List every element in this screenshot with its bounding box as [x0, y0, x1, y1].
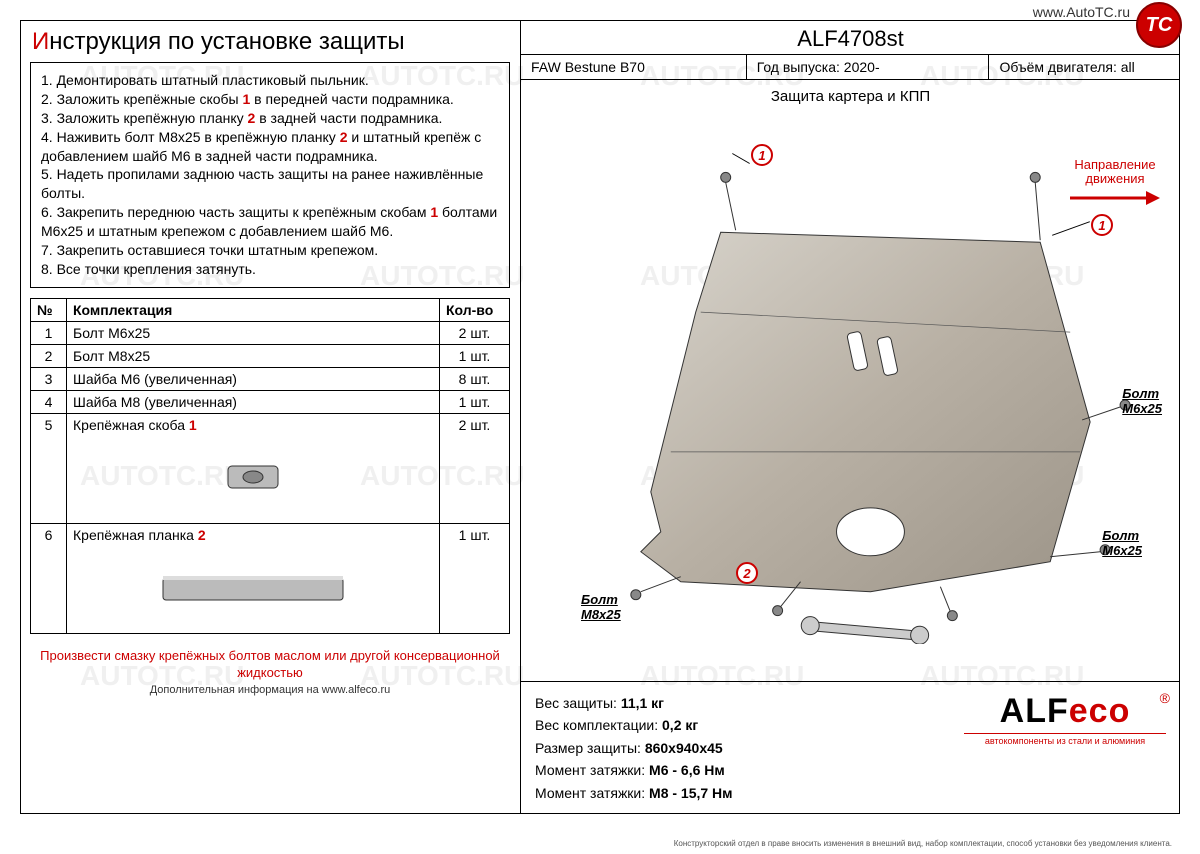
year-cell: Год выпуска: 2020- — [747, 55, 990, 79]
page-title: Инструкция по установке защиты — [20, 20, 520, 62]
meta-row: FAW Bestune B70 Год выпуска: 2020- Объём… — [521, 54, 1180, 80]
specs-values: Вес защиты: 11,1 кг Вес комплектации: 0,… — [521, 682, 950, 814]
instruction-step: 2. Заложить крепёжные скобы 1 в передней… — [41, 90, 499, 109]
vehicle-model: FAW Bestune B70 — [521, 55, 747, 79]
engine-label: Объём двигателя: — [999, 59, 1116, 75]
right-column: ALF4708st FAW Bestune B70 Год выпуска: 2… — [520, 20, 1180, 814]
logo-alf: ALF — [1000, 692, 1069, 730]
tc-logo-badge: TC — [1136, 2, 1182, 48]
callout-2: 2 — [736, 562, 758, 584]
col-name: Комплектация — [67, 298, 440, 321]
title-text: нструкция по установке защиты — [49, 28, 404, 55]
table-row: 5Крепёжная скоба 12 шт. — [31, 413, 510, 523]
website-note: Дополнительная информация на www.alfeco.… — [20, 684, 520, 696]
table-row: 3Шайба М6 (увеличенная)8 шт. — [31, 367, 510, 390]
logo-tagline: автокомпоненты из стали и алюминия — [964, 733, 1166, 746]
col-qty: Кол-во — [440, 298, 510, 321]
parts-table: № Комплектация Кол-во 1Болт М6х252 шт.2Б… — [30, 298, 510, 634]
left-column: Инструкция по установке защиты 1. Демонт… — [20, 20, 520, 696]
table-row: 2Болт М8х251 шт. — [31, 344, 510, 367]
engine-cell: Объём двигателя: all — [989, 55, 1180, 79]
col-num: № — [31, 298, 67, 321]
table-row: 6Крепёжная планка 21 шт. — [31, 523, 510, 633]
lubrication-note: Произвести смазку крепёжных болтов масло… — [30, 648, 510, 682]
instruction-step: 6. Закрепить переднюю часть защиты к кре… — [41, 203, 499, 241]
instruction-step: 8. Все точки крепления затянуть. — [41, 260, 499, 279]
callout-1a: 1 — [751, 144, 773, 166]
product-code: ALF4708st — [521, 26, 1180, 52]
legal-disclaimer: Конструкторский отдел в праве вносить из… — [520, 839, 1180, 848]
instruction-step: 4. Наживить болт М8х25 в крепёжную планк… — [41, 128, 499, 166]
instruction-step: 7. Закрепить оставшиеся точки штатным кр… — [41, 241, 499, 260]
instruction-step: 5. Надеть пропилами заднюю часть защиты … — [41, 165, 499, 203]
instructions-box: 1. Демонтировать штатный пластиковый пыл… — [30, 62, 510, 288]
year-value: 2020- — [844, 59, 880, 75]
specs-footer: Вес защиты: 11,1 кг Вес комплектации: 0,… — [521, 681, 1180, 814]
table-row: 4Шайба М8 (увеличенная)1 шт. — [31, 390, 510, 413]
wrench-icon — [800, 616, 929, 644]
brand-logo: ® ALFeco автокомпоненты из стали и алюми… — [950, 682, 1180, 814]
source-url: www.AutoTC.ru — [1033, 4, 1130, 20]
logo-eco: eco — [1069, 692, 1131, 730]
bolt-label-m8: БолтМ8х25 — [581, 592, 621, 622]
engine-value: all — [1121, 59, 1135, 75]
instruction-step: 3. Заложить крепёжную планку 2 в задней … — [41, 109, 499, 128]
year-label: Год выпуска: — [757, 59, 840, 75]
registered-icon: ® — [1160, 690, 1170, 706]
bolt-label-m6-right2: БолтМ6х25 — [1102, 528, 1142, 558]
instruction-step: 1. Демонтировать штатный пластиковый пыл… — [41, 71, 499, 90]
skid-plate-diagram — [521, 140, 1180, 644]
bolt-label-m6-right1: БолтМ6х25 — [1122, 386, 1162, 416]
table-header-row: № Комплектация Кол-во — [31, 298, 510, 321]
table-row: 1Болт М6х252 шт. — [31, 321, 510, 344]
title-initial: И — [32, 28, 49, 55]
callout-1b: 1 — [1091, 214, 1113, 236]
right-header: ALF4708st — [521, 20, 1180, 54]
diagram-title: Защита картера и КПП — [521, 80, 1180, 107]
diagram-area: Направление движения — [521, 140, 1180, 644]
